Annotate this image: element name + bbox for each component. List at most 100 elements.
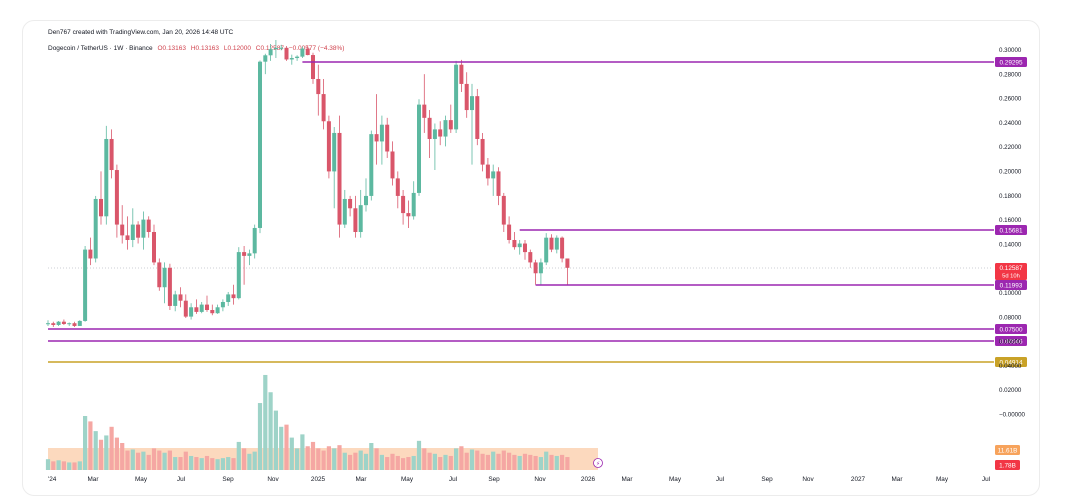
- volume-bar: [215, 459, 220, 470]
- volume-bar: [353, 452, 358, 470]
- candle-body: [464, 83, 469, 111]
- volume-bar: [469, 449, 475, 470]
- volume-bar: [226, 457, 231, 470]
- candle-body: [358, 205, 363, 233]
- volume-bar: [178, 457, 183, 470]
- volume-bar: [528, 454, 533, 470]
- candle-body: [443, 120, 448, 137]
- y-tick-label: 0.30000: [999, 47, 1022, 54]
- candle-body: [417, 104, 421, 193]
- candle-body: [51, 323, 56, 325]
- volume-bar: [295, 448, 300, 470]
- candle-body: [507, 224, 512, 240]
- volume-bar: [173, 457, 178, 470]
- y-tick-label: 0.18000: [999, 193, 1022, 200]
- candle-body: [517, 243, 522, 248]
- y-tick-label: 0.10000: [999, 290, 1022, 297]
- candle-body: [289, 58, 294, 60]
- lightning-glyph: ⚡: [596, 461, 600, 468]
- volume-bar: [337, 445, 342, 470]
- candle-body: [136, 224, 141, 238]
- candle-body: [395, 178, 400, 196]
- volume-bar: [485, 454, 490, 470]
- y-tick-label: 0.28000: [999, 71, 1022, 78]
- candle-body: [263, 55, 268, 62]
- candle-body: [501, 195, 506, 225]
- volume-bar: [125, 450, 130, 470]
- volume-bar: [507, 452, 512, 470]
- x-tick-label: Mar: [891, 476, 903, 483]
- x-tick-label: Sep: [488, 476, 500, 483]
- volume-bar: [512, 454, 517, 470]
- candle-body: [178, 294, 183, 301]
- volume-label-bg: [995, 445, 1020, 455]
- volume-bar: [326, 446, 331, 470]
- attribution-text: Den767 created with TradingView.com, Jan…: [48, 29, 234, 36]
- volume-bar: [279, 426, 284, 470]
- candle-body: [236, 252, 241, 299]
- candle-body: [565, 258, 570, 268]
- volume-bar: [273, 410, 278, 470]
- volume-bar: [538, 457, 543, 470]
- volume-bar: [88, 421, 93, 470]
- candle-body: [305, 48, 310, 56]
- volume-bar: [183, 451, 188, 470]
- volume-bar: [247, 453, 252, 470]
- candle-body: [162, 267, 167, 288]
- volume-bar: [358, 450, 363, 470]
- level-label-bg: [995, 336, 1027, 346]
- candle-body: [220, 301, 225, 308]
- ohlc-close: C0.12587: [255, 45, 284, 52]
- x-tick-label: Sep: [222, 476, 234, 483]
- candle-body: [300, 48, 305, 57]
- level-label-bg: [995, 357, 1027, 367]
- x-tick-label: Nov: [534, 476, 546, 483]
- volume-bar: [491, 451, 496, 470]
- candle-body: [189, 307, 194, 317]
- candle-body: [512, 239, 517, 248]
- volume-bar: [464, 452, 469, 470]
- y-tick-label: 0.02000: [999, 387, 1022, 394]
- volume-bar: [61, 461, 66, 470]
- candle-body: [167, 267, 172, 306]
- candle-body: [273, 48, 278, 50]
- volume-bar: [210, 458, 215, 470]
- volume-bar: [406, 457, 411, 470]
- countdown-label: 5d 10h: [1002, 274, 1020, 280]
- level-label-bg: [995, 225, 1027, 235]
- candle-body: [242, 252, 247, 256]
- y-tick-label: 0.20000: [999, 169, 1022, 176]
- symbol-name[interactable]: Dogecoin / TetherUS · 1W · Binance: [48, 45, 153, 52]
- x-tick-label: 2027: [851, 476, 866, 483]
- candle-body: [560, 237, 565, 259]
- candle-body: [99, 198, 103, 217]
- volume-bar: [257, 403, 263, 470]
- volume-bar: [45, 459, 51, 470]
- y-tick-label: 0.06000: [999, 339, 1022, 346]
- candle-body: [141, 219, 146, 238]
- volume-bar: [496, 453, 501, 470]
- volume-bar: [379, 454, 384, 470]
- candle-body: [470, 96, 474, 111]
- candle-body: [538, 262, 543, 274]
- volume-bar: [252, 451, 257, 470]
- volume-bar: [549, 454, 554, 470]
- level-label: 0.06546: [999, 339, 1023, 346]
- candle-body: [364, 195, 368, 206]
- volume-bar: [432, 453, 437, 470]
- candle-body: [475, 96, 480, 139]
- volume-bar: [93, 431, 98, 470]
- ohlc-high: H0.13163: [190, 45, 220, 52]
- volume-bar: [242, 448, 247, 470]
- level-label-bg: [995, 324, 1027, 334]
- candle-body: [321, 94, 326, 122]
- x-tick-label: 2026: [581, 476, 596, 483]
- volume-bar: [199, 458, 204, 470]
- y-tick-label: 0.26000: [999, 96, 1022, 103]
- candle-body: [459, 64, 464, 84]
- candle-body: [183, 300, 188, 317]
- volume-bar: [401, 458, 406, 470]
- x-tick-label: Jul: [982, 476, 990, 483]
- volume-bar: [310, 441, 316, 470]
